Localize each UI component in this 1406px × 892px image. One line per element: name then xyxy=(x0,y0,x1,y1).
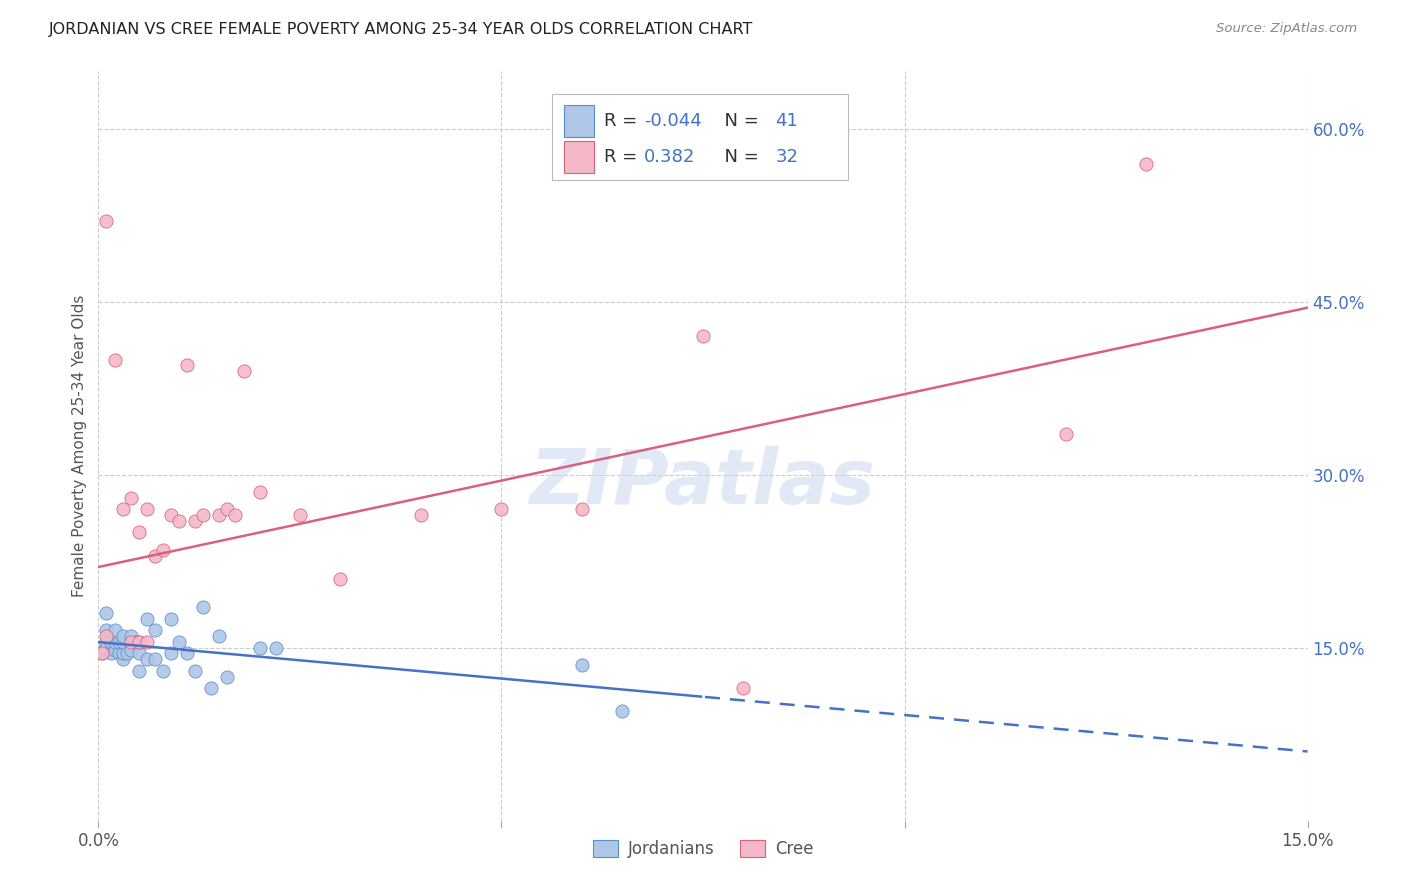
Point xyxy=(571,658,593,673)
Y-axis label: Female Poverty Among 25-34 Year Olds: Female Poverty Among 25-34 Year Olds xyxy=(72,295,87,597)
Point xyxy=(107,647,129,661)
Text: 41: 41 xyxy=(776,112,799,130)
Point xyxy=(100,647,122,661)
Point xyxy=(143,652,166,666)
Point xyxy=(103,643,125,657)
Point xyxy=(135,502,157,516)
Point xyxy=(91,647,114,661)
Point xyxy=(1054,427,1077,442)
Point xyxy=(208,508,231,523)
Point xyxy=(96,635,118,649)
Text: N =: N = xyxy=(713,148,765,166)
Point xyxy=(176,647,198,661)
Point xyxy=(217,502,239,516)
Point xyxy=(111,629,134,643)
Point xyxy=(200,681,222,695)
Point xyxy=(264,640,287,655)
Point xyxy=(135,635,157,649)
Point xyxy=(128,647,150,661)
Point xyxy=(184,664,207,678)
Point xyxy=(143,624,166,638)
Point xyxy=(184,514,207,528)
Point xyxy=(124,635,146,649)
FancyBboxPatch shape xyxy=(564,141,595,172)
Text: ZIPatlas: ZIPatlas xyxy=(530,447,876,520)
Point xyxy=(135,652,157,666)
Point xyxy=(103,352,125,367)
Point xyxy=(96,629,118,643)
Point xyxy=(160,612,183,626)
Point xyxy=(115,647,138,661)
Point xyxy=(160,508,183,523)
Point xyxy=(152,542,174,557)
Point xyxy=(1135,156,1157,170)
Point xyxy=(96,214,118,228)
Point xyxy=(120,629,142,643)
Point xyxy=(128,525,150,540)
Text: R =: R = xyxy=(603,148,648,166)
Text: N =: N = xyxy=(713,112,765,130)
Point xyxy=(111,635,134,649)
Point xyxy=(91,647,114,661)
Text: 32: 32 xyxy=(776,148,799,166)
Point xyxy=(232,364,254,378)
Point xyxy=(111,502,134,516)
Point xyxy=(193,508,215,523)
Text: JORDANIAN VS CREE FEMALE POVERTY AMONG 25-34 YEAR OLDS CORRELATION CHART: JORDANIAN VS CREE FEMALE POVERTY AMONG 2… xyxy=(49,22,754,37)
Point xyxy=(128,635,150,649)
Point xyxy=(120,491,142,505)
Point xyxy=(107,635,129,649)
Point xyxy=(224,508,246,523)
Point xyxy=(176,359,198,373)
Point xyxy=(111,652,134,666)
Point xyxy=(288,508,311,523)
Text: 0.382: 0.382 xyxy=(644,148,695,166)
Point xyxy=(96,624,118,638)
Point xyxy=(120,643,142,657)
Point xyxy=(167,514,190,528)
Point xyxy=(193,600,215,615)
Point xyxy=(160,647,183,661)
Point xyxy=(733,681,755,695)
Point xyxy=(692,329,714,343)
Point xyxy=(329,572,352,586)
Point xyxy=(96,606,118,620)
Point xyxy=(612,704,634,718)
Point xyxy=(571,502,593,516)
Text: Source: ZipAtlas.com: Source: ZipAtlas.com xyxy=(1216,22,1357,36)
Point xyxy=(103,624,125,638)
Point xyxy=(217,669,239,683)
Point xyxy=(167,635,190,649)
Point xyxy=(409,508,432,523)
Point xyxy=(120,635,142,649)
Legend: Jordanians, Cree: Jordanians, Cree xyxy=(586,833,820,864)
Point xyxy=(208,629,231,643)
Point xyxy=(143,549,166,563)
Point xyxy=(491,502,513,516)
Point xyxy=(94,640,117,655)
Point xyxy=(152,664,174,678)
Text: -0.044: -0.044 xyxy=(644,112,702,130)
Point xyxy=(249,640,271,655)
Point xyxy=(100,635,122,649)
FancyBboxPatch shape xyxy=(564,105,595,136)
Point xyxy=(111,647,134,661)
Text: R =: R = xyxy=(603,112,643,130)
Point xyxy=(128,664,150,678)
Point xyxy=(135,612,157,626)
Point xyxy=(103,635,125,649)
Point xyxy=(249,485,271,500)
FancyBboxPatch shape xyxy=(551,94,848,180)
Point xyxy=(128,635,150,649)
